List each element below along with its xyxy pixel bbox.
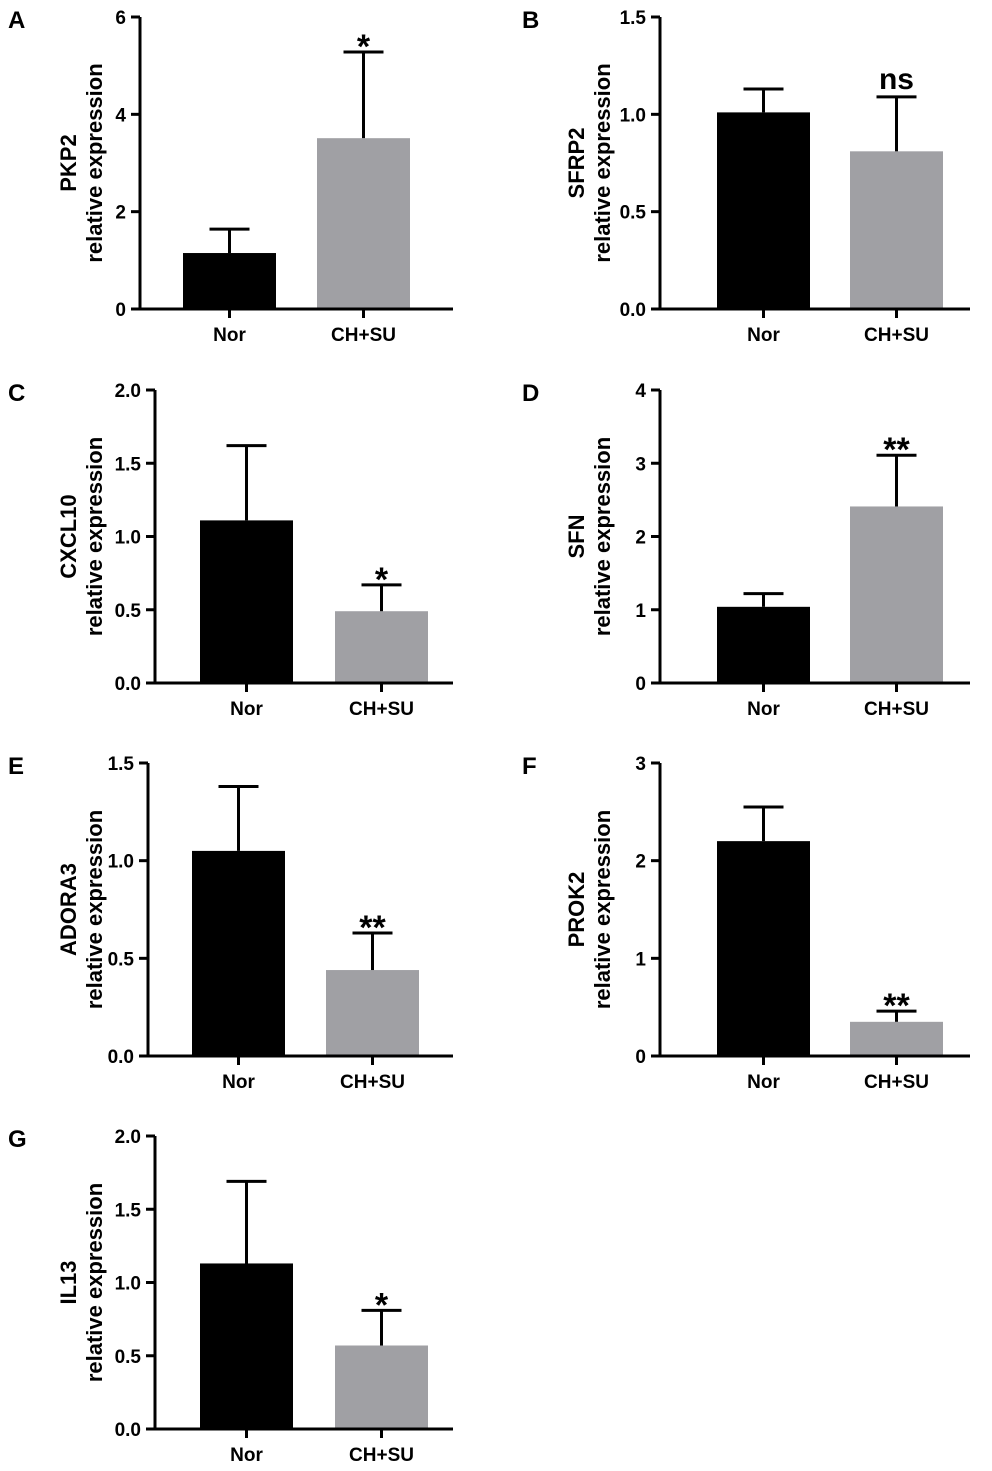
y-tick-label: 1 xyxy=(635,601,646,622)
y-tick-label: 0.0 xyxy=(115,674,141,695)
bar-ch-su xyxy=(850,151,943,309)
x-tick-label: Nor xyxy=(230,1445,263,1466)
y-tick-label: 0.0 xyxy=(108,1047,134,1068)
y-tick-label: 2.0 xyxy=(115,381,141,402)
y-tick-label: 1 xyxy=(635,949,646,970)
y-tick-label: 0 xyxy=(635,1047,646,1068)
bar-ch-su xyxy=(850,1021,943,1056)
x-tick-label: CH+SU xyxy=(864,325,929,346)
x-tick-label: CH+SU xyxy=(349,699,414,720)
y-tick-label: 1.5 xyxy=(115,454,142,475)
x-tick-label: CH+SU xyxy=(864,699,929,720)
y-tick-label: 0.0 xyxy=(620,300,646,321)
panel-letter: D xyxy=(522,380,539,407)
x-tick-label: Nor xyxy=(747,699,780,720)
panel-f: F PROK2 relative expression Nor CH+SU ** 0 1 2 3 xyxy=(522,753,970,1093)
y-axis-label: relative expression xyxy=(82,1183,107,1382)
x-tick-label: CH+SU xyxy=(340,1072,405,1093)
significance-label: * xyxy=(357,28,371,66)
y-axis-gene-label: PKP2 xyxy=(56,134,81,191)
y-tick-label: 3 xyxy=(635,454,646,475)
y-tick-label: 0.5 xyxy=(115,1347,142,1368)
bar-ch-su xyxy=(326,970,419,1056)
bar-ch-su xyxy=(850,506,943,683)
x-tick-label: CH+SU xyxy=(331,325,396,346)
bar-ch-su xyxy=(317,138,410,309)
y-tick-label: 1.0 xyxy=(115,1274,141,1295)
x-tick-label: Nor xyxy=(222,1072,255,1093)
significance-label: ** xyxy=(359,909,386,947)
y-axis-gene-label: PROK2 xyxy=(564,872,589,948)
panel-letter: A xyxy=(8,7,25,34)
y-tick-label: 2.0 xyxy=(115,1127,141,1148)
y-tick-label: 1.0 xyxy=(115,528,141,549)
bar-ch-su xyxy=(335,1345,428,1429)
x-tick-label: Nor xyxy=(230,699,263,720)
panel-letter: E xyxy=(8,753,24,780)
x-tick-label: Nor xyxy=(747,1072,780,1093)
y-tick-label: 6 xyxy=(115,8,126,29)
y-tick-label: 4 xyxy=(115,105,126,126)
panel-g: G IL13 relative expression Nor CH+SU * 0.0 0.5 1… xyxy=(8,1126,453,1466)
y-axis-gene-label: CXCL10 xyxy=(56,494,81,578)
bar-nor xyxy=(717,841,810,1056)
y-tick-label: 0.5 xyxy=(620,203,647,224)
y-tick-label: 1.5 xyxy=(108,754,135,775)
bar-nor xyxy=(717,112,810,310)
y-tick-label: 2 xyxy=(115,203,126,224)
bar-nor xyxy=(717,606,810,683)
y-tick-label: 3 xyxy=(635,754,646,775)
y-axis-gene-label: IL13 xyxy=(56,1260,81,1304)
x-tick-label: Nor xyxy=(213,325,246,346)
y-tick-label: 1.5 xyxy=(620,8,647,29)
x-tick-label: CH+SU xyxy=(349,1445,414,1466)
x-tick-label: Nor xyxy=(747,325,780,346)
y-axis-gene-label: SFRP2 xyxy=(564,128,589,199)
panel-c: C CXCL10 relative expression Nor CH+SU * 0.0 0.… xyxy=(8,380,453,720)
y-axis-label: relative expression xyxy=(590,63,615,262)
bar-ch-su xyxy=(335,611,428,683)
significance-label: * xyxy=(375,1286,389,1324)
panel-a: A PKP2 relative expression Nor CH+SU * 0 2 4 6 xyxy=(8,7,453,346)
y-tick-label: 1.0 xyxy=(108,852,134,873)
significance-label: ** xyxy=(883,987,910,1025)
y-axis-label: relative expression xyxy=(82,63,107,262)
y-tick-label: 1.5 xyxy=(115,1200,142,1221)
y-tick-label: 0.5 xyxy=(115,601,142,622)
bar-nor xyxy=(200,520,293,683)
bar-nor xyxy=(200,1263,293,1429)
y-axis-label: relative expression xyxy=(590,437,615,636)
panel-e: E ADORA3 relative expression Nor CH+SU ** 0.0 0… xyxy=(8,753,453,1093)
y-axis-gene-label: SFN xyxy=(564,515,589,559)
panel-d: D SFN relative expression Nor CH+SU ** 0 1 2 3 4 xyxy=(522,380,970,720)
panel-letter: F xyxy=(522,753,537,780)
panel-letter: B xyxy=(522,7,539,34)
panel-letter: G xyxy=(8,1126,27,1153)
bar-nor xyxy=(192,850,285,1056)
significance-label: ns xyxy=(879,63,914,96)
y-axis-label: relative expression xyxy=(82,437,107,636)
y-tick-label: 2 xyxy=(635,528,646,549)
y-tick-label: 0.0 xyxy=(115,1420,141,1441)
y-tick-label: 0 xyxy=(635,674,646,695)
significance-label: * xyxy=(375,561,389,599)
y-axis-label: relative expression xyxy=(590,810,615,1009)
y-axis-gene-label: ADORA3 xyxy=(56,863,81,956)
y-axis-label: relative expression xyxy=(82,810,107,1009)
y-tick-label: 2 xyxy=(635,852,646,873)
y-tick-label: 1.0 xyxy=(620,105,646,126)
y-tick-label: 0.5 xyxy=(108,949,135,970)
panel-letter: C xyxy=(8,380,25,407)
y-tick-label: 4 xyxy=(635,381,646,402)
y-tick-label: 0 xyxy=(115,300,126,321)
significance-label: ** xyxy=(883,431,910,469)
x-tick-label: CH+SU xyxy=(864,1072,929,1093)
bar-nor xyxy=(183,253,276,309)
panel-b: B SFRP2 relative expression Nor CH+SU ns 0.0 0.… xyxy=(522,7,970,346)
